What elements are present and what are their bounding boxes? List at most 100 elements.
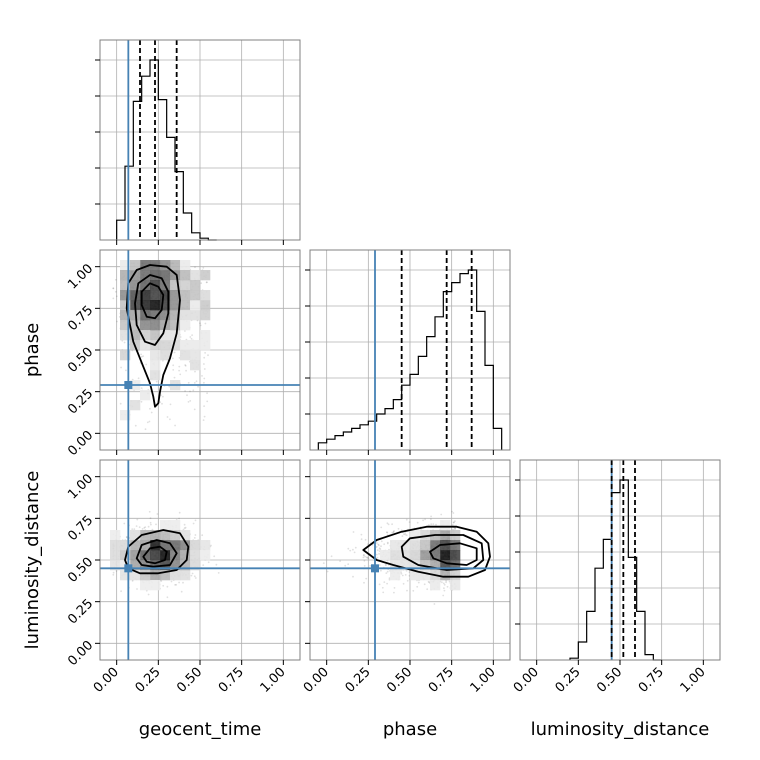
pair-geocent-time-vs-luminosity-distance-density-cell <box>150 540 161 551</box>
pair-phase-vs-luminosity-distance-sample <box>385 563 388 566</box>
pair-geocent-time-vs-luminosity-distance-sample <box>144 526 147 528</box>
pair-phase-vs-luminosity-distance-sample <box>385 572 388 574</box>
ylabel-luminosity-distance: luminosity_distance <box>22 471 43 650</box>
pair-geocent-time-vs-luminosity-distance-sample <box>190 574 193 577</box>
pair-geocent-time-vs-phase-density-cell <box>200 290 211 301</box>
pair-geocent-time-vs-luminosity-distance-density-cell <box>150 550 161 561</box>
pair-geocent-time-vs-phase-density-cell <box>200 270 211 281</box>
pair-phase-vs-luminosity-distance-density-cell <box>430 560 441 571</box>
pair-geocent-time-vs-luminosity-distance-density-cell <box>140 570 151 581</box>
pair-geocent-time-vs-luminosity-distance-sample <box>112 573 115 576</box>
pair-geocent-time-vs-phase-sample <box>204 352 207 354</box>
pair-geocent-time-vs-luminosity-distance-sample <box>120 590 122 593</box>
pair-phase-vs-luminosity-distance-sample <box>366 556 369 559</box>
pair-phase-vs-luminosity-distance-sample <box>362 554 365 557</box>
pair-phase-vs-luminosity-distance-density-cell <box>410 560 421 571</box>
pair-phase-vs-luminosity-distance-sample <box>430 523 433 526</box>
pair-phase-vs-luminosity-distance-sample <box>443 583 446 586</box>
pair-geocent-time-vs-phase-sample <box>178 357 181 359</box>
pair-phase-vs-luminosity-distance-sample <box>378 564 381 566</box>
pair-phase-vs-luminosity-distance-sample <box>408 574 411 577</box>
pair-phase-vs-luminosity-distance-density-cell <box>450 540 461 551</box>
pair-phase-vs-luminosity-distance-sample <box>386 531 388 534</box>
pair-geocent-time-vs-luminosity-distance-density-cell <box>140 530 151 541</box>
pair-phase-vs-luminosity-distance-density-cell <box>400 540 411 551</box>
pair-geocent-time-vs-luminosity-distance-panel: 0.00 0.25 0.50 0.75 1.00 0.00 0.25 0.50 0.75 1.00 <box>65 459 301 696</box>
pair-phase-vs-luminosity-distance-density-cell <box>440 570 451 581</box>
pair-phase-vs-luminosity-distance-sample <box>339 560 341 562</box>
pair-phase-vs-luminosity-distance-sample <box>406 579 409 582</box>
pair-geocent-time-vs-phase-density-cell <box>130 330 141 341</box>
pair-geocent-time-vs-luminosity-distance-density-cell <box>110 560 121 571</box>
pair-phase-vs-luminosity-distance-sample <box>377 543 380 546</box>
pair-geocent-time-vs-phase-density-cell <box>170 280 181 291</box>
pair-geocent-time-vs-luminosity-distance-density-cell <box>180 530 191 541</box>
pair-phase-vs-luminosity-distance-sample <box>360 533 363 536</box>
pair-geocent-time-vs-luminosity-distance-density-cell <box>120 540 131 551</box>
pair-geocent-time-vs-luminosity-distance-density-cell <box>190 540 201 551</box>
pair-geocent-time-vs-luminosity-distance-sample <box>191 572 194 575</box>
pair-geocent-time-vs-luminosity-distance-sample <box>178 511 181 514</box>
pair-geocent-time-vs-phase-density-cell <box>170 300 181 311</box>
pair-geocent-time-vs-phase-density-cell <box>170 310 181 321</box>
pair-geocent-time-vs-phase-sample <box>168 385 171 388</box>
pair-geocent-time-vs-phase-sample <box>195 380 198 383</box>
pair-geocent-time-vs-luminosity-distance-sample <box>138 526 141 529</box>
pair-phase-vs-luminosity-distance-panel: 0.00 0.25 0.50 0.75 1.00 <box>301 459 511 696</box>
pair-geocent-time-vs-phase-sample <box>112 287 115 290</box>
pair-phase-vs-luminosity-distance-sample <box>367 557 370 560</box>
pair-phase-vs-luminosity-distance-xticklabel-3: 0.75 <box>426 665 457 696</box>
pair-phase-vs-luminosity-distance-sample <box>400 572 403 575</box>
pair-phase-vs-luminosity-distance-density-cell <box>430 550 441 561</box>
pair-geocent-time-vs-phase-density-cell <box>120 260 131 271</box>
pair-geocent-time-vs-luminosity-distance-sample <box>175 583 178 586</box>
pair-phase-vs-luminosity-distance-sample <box>392 531 395 533</box>
pair-phase-vs-luminosity-distance-sample <box>344 564 347 567</box>
pair-geocent-time-vs-luminosity-distance-sample <box>143 527 146 529</box>
pair-geocent-time-vs-phase-density-cell <box>180 310 191 321</box>
pair-phase-vs-luminosity-distance-density-cell <box>440 550 451 561</box>
pair-geocent-time-vs-phase-sample <box>173 351 176 354</box>
pair-phase-vs-luminosity-distance-sample <box>442 594 445 597</box>
pair-phase-vs-luminosity-distance-sample <box>443 587 445 590</box>
pair-phase-vs-luminosity-distance-density-cell <box>450 550 461 561</box>
pair-geocent-time-vs-phase-yticklabel-1: 0.25 <box>65 386 96 417</box>
pair-geocent-time-vs-phase-yticklabel-0: 0.00 <box>65 428 96 459</box>
pair-geocent-time-vs-luminosity-distance-xticklabel-4: 1.00 <box>258 665 289 696</box>
pair-phase-vs-luminosity-distance-sample <box>451 524 454 526</box>
pair-phase-vs-luminosity-distance-sample <box>378 583 381 586</box>
pair-geocent-time-vs-phase-sample <box>116 320 118 323</box>
pair-phase-vs-luminosity-distance-sample <box>452 512 455 514</box>
pair-geocent-time-vs-luminosity-distance-sample <box>193 575 196 578</box>
pair-geocent-time-vs-luminosity-distance-density-cell <box>130 540 141 551</box>
pair-phase-vs-luminosity-distance-sample <box>364 555 366 558</box>
pair-geocent-time-vs-luminosity-distance-density-cell <box>110 540 121 551</box>
pair-phase-vs-luminosity-distance-density-cell <box>430 540 441 551</box>
pair-phase-vs-luminosity-distance-sample <box>393 530 395 532</box>
pair-phase-vs-luminosity-distance-sample <box>406 589 408 592</box>
pair-phase-vs-luminosity-distance-sample <box>442 582 445 585</box>
pair-geocent-time-vs-luminosity-distance-xticklabel-2: 0.50 <box>174 665 205 696</box>
pair-geocent-time-vs-phase-sample <box>125 369 127 372</box>
pair-phase-vs-luminosity-distance-sample <box>382 591 385 594</box>
pair-geocent-time-vs-luminosity-distance-density-cell <box>170 540 181 551</box>
pair-geocent-time-vs-phase-density-cell <box>190 350 201 361</box>
pair-phase-vs-luminosity-distance-sample <box>405 534 408 537</box>
pair-geocent-time-vs-phase-sample <box>194 266 196 269</box>
pair-geocent-time-vs-phase-truth-marker <box>124 381 133 389</box>
pair-geocent-time-vs-phase-sample <box>137 377 140 380</box>
xlabel-geocent-time: geocent_time <box>139 719 262 740</box>
pair-phase-vs-luminosity-distance-sample <box>376 556 379 559</box>
pair-geocent-time-vs-luminosity-distance-density-cell <box>140 540 151 551</box>
pair-geocent-time-vs-phase-density-cell <box>140 320 151 331</box>
pair-geocent-time-vs-luminosity-distance-density-cell <box>190 560 201 571</box>
pair-geocent-time-vs-luminosity-distance-sample <box>131 528 134 530</box>
pair-geocent-time-vs-phase-density-cell <box>130 280 141 291</box>
pair-geocent-time-vs-luminosity-distance-density-cell <box>160 540 171 551</box>
pair-geocent-time-vs-phase-density-cell <box>150 320 161 331</box>
pair-geocent-time-vs-luminosity-distance-sample <box>193 537 196 539</box>
pair-geocent-time-vs-luminosity-distance-density-cell <box>150 530 161 541</box>
pair-geocent-time-vs-luminosity-distance-sample <box>210 544 212 547</box>
pair-phase-vs-luminosity-distance-sample <box>388 578 391 581</box>
pair-geocent-time-vs-phase-density-cell <box>120 290 131 301</box>
